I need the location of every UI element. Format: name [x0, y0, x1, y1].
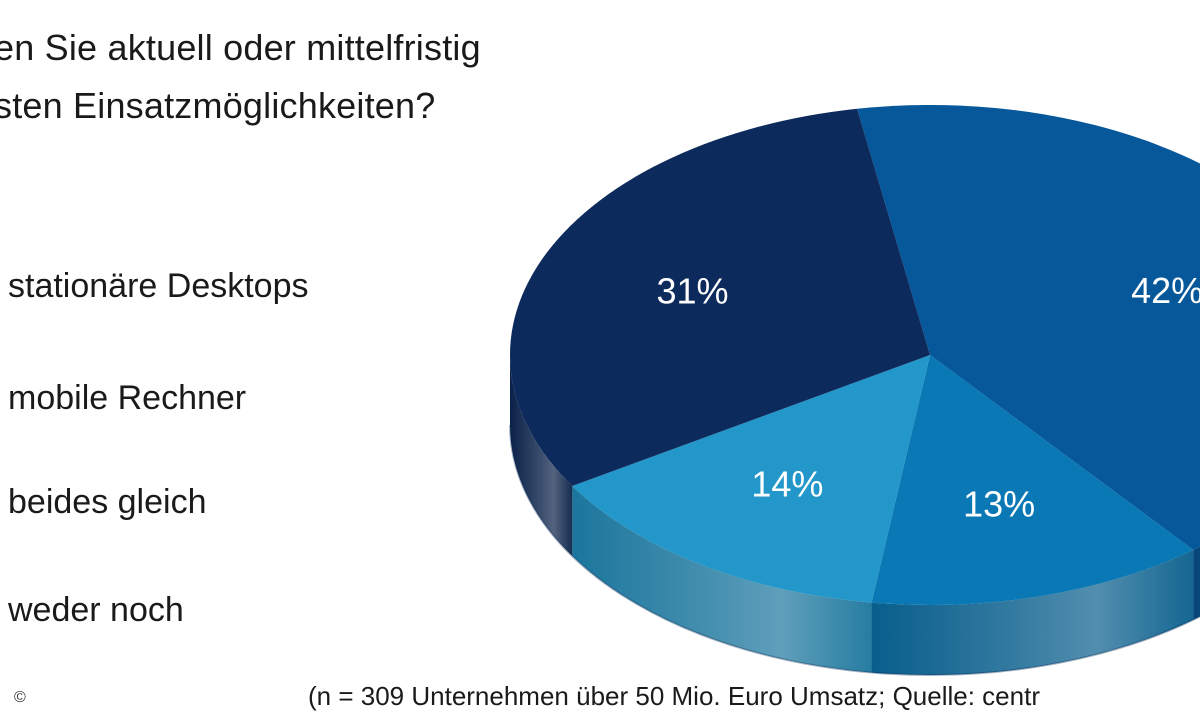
pie-wall-shine-2-0	[572, 485, 872, 673]
source-footnote: (n = 309 Unternehmen über 50 Mio. Euro U…	[308, 681, 1040, 711]
pie-slice-1	[871, 355, 1194, 605]
legend-label-2: beides gleich	[8, 483, 207, 521]
pie-labels: 42% 13% 14% 31%	[656, 270, 1200, 524]
pie-wall-shine-1-0	[871, 549, 1194, 675]
pie-top	[509, 105, 1200, 605]
pie-wall-shine-0-0	[1193, 546, 1200, 620]
pie-label-3: 31%	[656, 270, 728, 311]
pie-label-0: 42%	[1131, 270, 1200, 311]
pie-label-1: 13%	[963, 483, 1035, 524]
pie-side-walls	[509, 355, 1200, 676]
chart-title-line-2: sten Einsatzmöglichkeiten?	[0, 85, 436, 126]
pie-slice-2	[572, 355, 930, 603]
pie-slice-0	[857, 105, 1200, 550]
legend-label-0: stationäre Desktops	[8, 267, 309, 305]
legend-label-3: weder noch	[8, 591, 184, 629]
legend-label-1: mobile Rechner	[8, 379, 247, 417]
copyright-icon: ©	[14, 689, 26, 706]
chart-title-line-1: en Sie aktuell oder mittelfristig	[0, 27, 481, 68]
pie-wall-shine-3-0	[510, 355, 573, 556]
pie-label-2: 14%	[751, 464, 823, 505]
pie-bottom-rim	[509, 424, 1200, 676]
pie-slice-3	[509, 108, 930, 486]
